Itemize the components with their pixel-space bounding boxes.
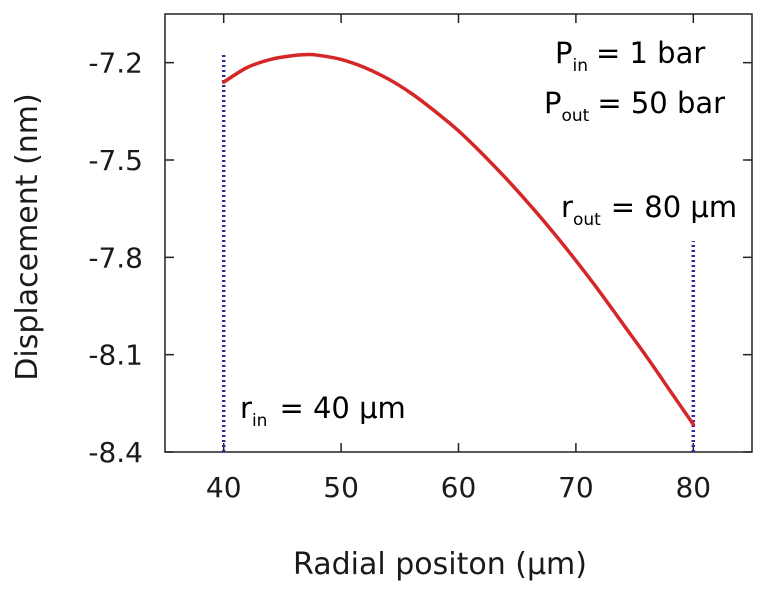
series-layer — [221, 52, 696, 427]
annotation-p-in: Pin = 1 bar — [555, 36, 705, 76]
p-in-subscript: in — [573, 56, 589, 76]
x-tick-label: 80 — [675, 471, 711, 504]
x-tick-label: 40 — [206, 471, 242, 504]
boundary-lines — [221, 52, 696, 452]
r-in-symbol: r — [240, 391, 252, 425]
r-in-subscript: in — [252, 411, 268, 431]
annotation-r-in: rin = 40 μm — [240, 391, 406, 431]
displacement-line — [221, 52, 696, 427]
x-tick-label: 70 — [558, 471, 594, 504]
y-tick-label: -7.5 — [88, 144, 143, 177]
p-out-value: = 50 bar — [597, 86, 725, 120]
y-tick-label: -8.4 — [88, 436, 143, 469]
p-in-value: = 1 bar — [596, 36, 705, 70]
x-axis-label: Radial positon (μm) — [293, 547, 587, 582]
x-tick-label: 50 — [323, 471, 359, 504]
p-out-symbol: P — [544, 86, 562, 120]
annotation-r-out: rout = 80 μm — [561, 190, 737, 230]
r-out-subscript: out — [573, 210, 601, 230]
x-tick-label: 60 — [441, 471, 477, 504]
plot-frame — [164, 13, 753, 453]
ticks-layer: 40 50 60 70 80 -7.2 -7.5 -7.8 -8.1 -8.4 — [88, 14, 752, 504]
y-axis-label: Displacement (nm) — [10, 93, 45, 380]
r-out-symbol: r — [561, 190, 573, 224]
y-tick-label: -7.8 — [88, 241, 143, 274]
r-in-value: = 40 μm — [279, 391, 405, 425]
annotation-p-out: Pout = 50 bar — [544, 86, 725, 126]
y-tick-label: -8.1 — [88, 339, 143, 372]
r-out-value: = 80 μm — [611, 190, 737, 224]
y-tick-label: -7.2 — [88, 47, 143, 80]
p-in-symbol: P — [555, 36, 573, 70]
p-out-subscript: out — [562, 106, 590, 126]
